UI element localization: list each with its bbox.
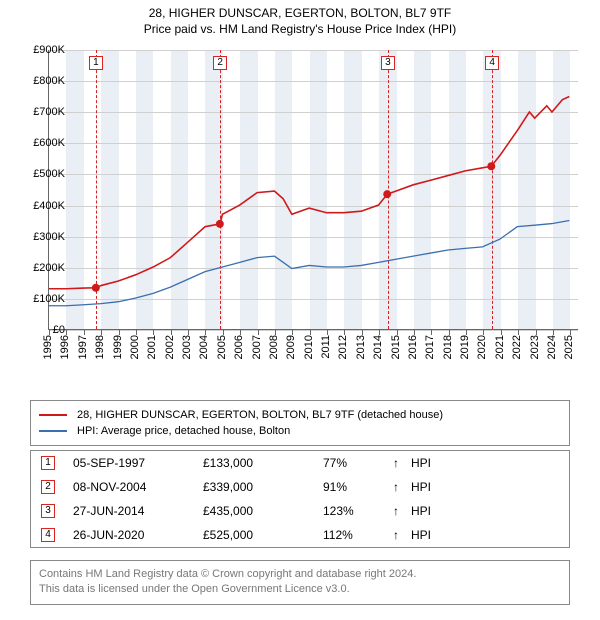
event-number: 2 [41, 480, 55, 494]
x-axis-label: 2002 [164, 335, 176, 359]
x-axis-label: 2011 [320, 335, 332, 359]
footer: Contains HM Land Registry data © Crown c… [30, 560, 570, 605]
x-axis-label: 2024 [546, 335, 558, 359]
footer-line1: Contains HM Land Registry data © Crown c… [39, 567, 561, 582]
event-price: £133,000 [203, 456, 323, 470]
event-date: 08-NOV-2004 [73, 480, 203, 494]
legend-label: 28, HIGHER DUNSCAR, EGERTON, BOLTON, BL7… [77, 409, 443, 421]
title-line2: Price paid vs. HM Land Registry's House … [0, 22, 600, 36]
event-number: 3 [41, 504, 55, 518]
y-axis-label: £200K [33, 262, 65, 274]
x-axis-label: 2003 [181, 335, 193, 359]
y-axis-label: £600K [33, 137, 65, 149]
x-axis-label: 2025 [563, 335, 575, 359]
x-axis-label: 2015 [390, 335, 402, 359]
event-date: 05-SEP-1997 [73, 456, 203, 470]
x-axis-label: 2000 [129, 335, 141, 359]
x-axis-label: 2005 [216, 335, 228, 359]
event-tag: HPI [411, 480, 569, 494]
event-date: 26-JUN-2020 [73, 528, 203, 542]
x-axis-label: 1999 [112, 335, 124, 359]
x-axis-label: 2012 [337, 335, 349, 359]
arrow-up-icon: ↑ [393, 528, 411, 542]
event-row: 3 27-JUN-2014£435,000123%↑HPI [31, 499, 569, 523]
y-axis-label: £900K [33, 44, 65, 56]
page: 28, HIGHER DUNSCAR, EGERTON, BOLTON, BL7… [0, 0, 600, 620]
legend-swatch [39, 430, 67, 432]
event-point-2 [216, 220, 224, 228]
x-axis-label: 2023 [529, 335, 541, 359]
footer-line2: This data is licensed under the Open Gov… [39, 582, 561, 597]
legend-swatch [39, 414, 67, 416]
event-number: 1 [41, 456, 55, 470]
legend-label: HPI: Average price, detached house, Bolt… [77, 425, 290, 437]
y-axis-label: £300K [33, 231, 65, 243]
x-axis-label: 1997 [77, 335, 89, 359]
x-axis-label: 2004 [198, 335, 210, 359]
event-point-3 [383, 190, 391, 198]
series-price_paid [49, 97, 569, 289]
event-price: £339,000 [203, 480, 323, 494]
x-axis-label: 1995 [42, 335, 54, 359]
x-axis-label: 2021 [494, 335, 506, 359]
event-tag: HPI [411, 456, 569, 470]
series-hpi [49, 220, 569, 305]
x-axis-label: 2016 [407, 335, 419, 359]
event-pct: 77% [323, 456, 393, 470]
y-axis-label: £800K [33, 75, 65, 87]
event-point-1 [92, 284, 100, 292]
legend-row: 28, HIGHER DUNSCAR, EGERTON, BOLTON, BL7… [39, 407, 561, 423]
chart-area: 1234 [48, 50, 578, 330]
event-tag: HPI [411, 504, 569, 518]
event-row: 1 05-SEP-1997£133,00077%↑HPI [31, 451, 569, 475]
x-axis-label: 2019 [459, 335, 471, 359]
x-axis-label: 2018 [442, 335, 454, 359]
x-axis-label: 2013 [355, 335, 367, 359]
x-axis-label: 2017 [424, 335, 436, 359]
arrow-up-icon: ↑ [393, 456, 411, 470]
event-pct: 112% [323, 528, 393, 542]
y-axis-label: £500K [33, 168, 65, 180]
event-pct: 91% [323, 480, 393, 494]
x-axis-label: 2022 [511, 335, 523, 359]
event-pct: 123% [323, 504, 393, 518]
x-axis-label: 2010 [303, 335, 315, 359]
event-row: 2 08-NOV-2004£339,00091%↑HPI [31, 475, 569, 499]
x-axis-label: 2009 [285, 335, 297, 359]
title-line1: 28, HIGHER DUNSCAR, EGERTON, BOLTON, BL7… [0, 6, 600, 20]
x-axis-label: 2007 [251, 335, 263, 359]
event-tag: HPI [411, 528, 569, 542]
events-table: 105-SEP-1997£133,00077%↑HPI208-NOV-2004£… [30, 450, 570, 548]
event-row: 4 26-JUN-2020£525,000112%↑HPI [31, 523, 569, 547]
event-number: 4 [41, 528, 55, 542]
x-axis-label: 2001 [146, 335, 158, 359]
legend-row: HPI: Average price, detached house, Bolt… [39, 423, 561, 439]
x-axis-label: 1996 [59, 335, 71, 359]
event-point-4 [487, 162, 495, 170]
y-axis-label: £700K [33, 106, 65, 118]
arrow-up-icon: ↑ [393, 480, 411, 494]
title-block: 28, HIGHER DUNSCAR, EGERTON, BOLTON, BL7… [0, 0, 600, 36]
arrow-up-icon: ↑ [393, 504, 411, 518]
x-axis-label: 2006 [233, 335, 245, 359]
event-price: £435,000 [203, 504, 323, 518]
legend: 28, HIGHER DUNSCAR, EGERTON, BOLTON, BL7… [30, 400, 570, 446]
event-date: 27-JUN-2014 [73, 504, 203, 518]
y-axis-label: £100K [33, 293, 65, 305]
x-axis-label: 1998 [94, 335, 106, 359]
x-axis-label: 2008 [268, 335, 280, 359]
x-axis-label: 2020 [476, 335, 488, 359]
x-axis-label: 2014 [372, 335, 384, 359]
y-axis-label: £400K [33, 200, 65, 212]
event-price: £525,000 [203, 528, 323, 542]
